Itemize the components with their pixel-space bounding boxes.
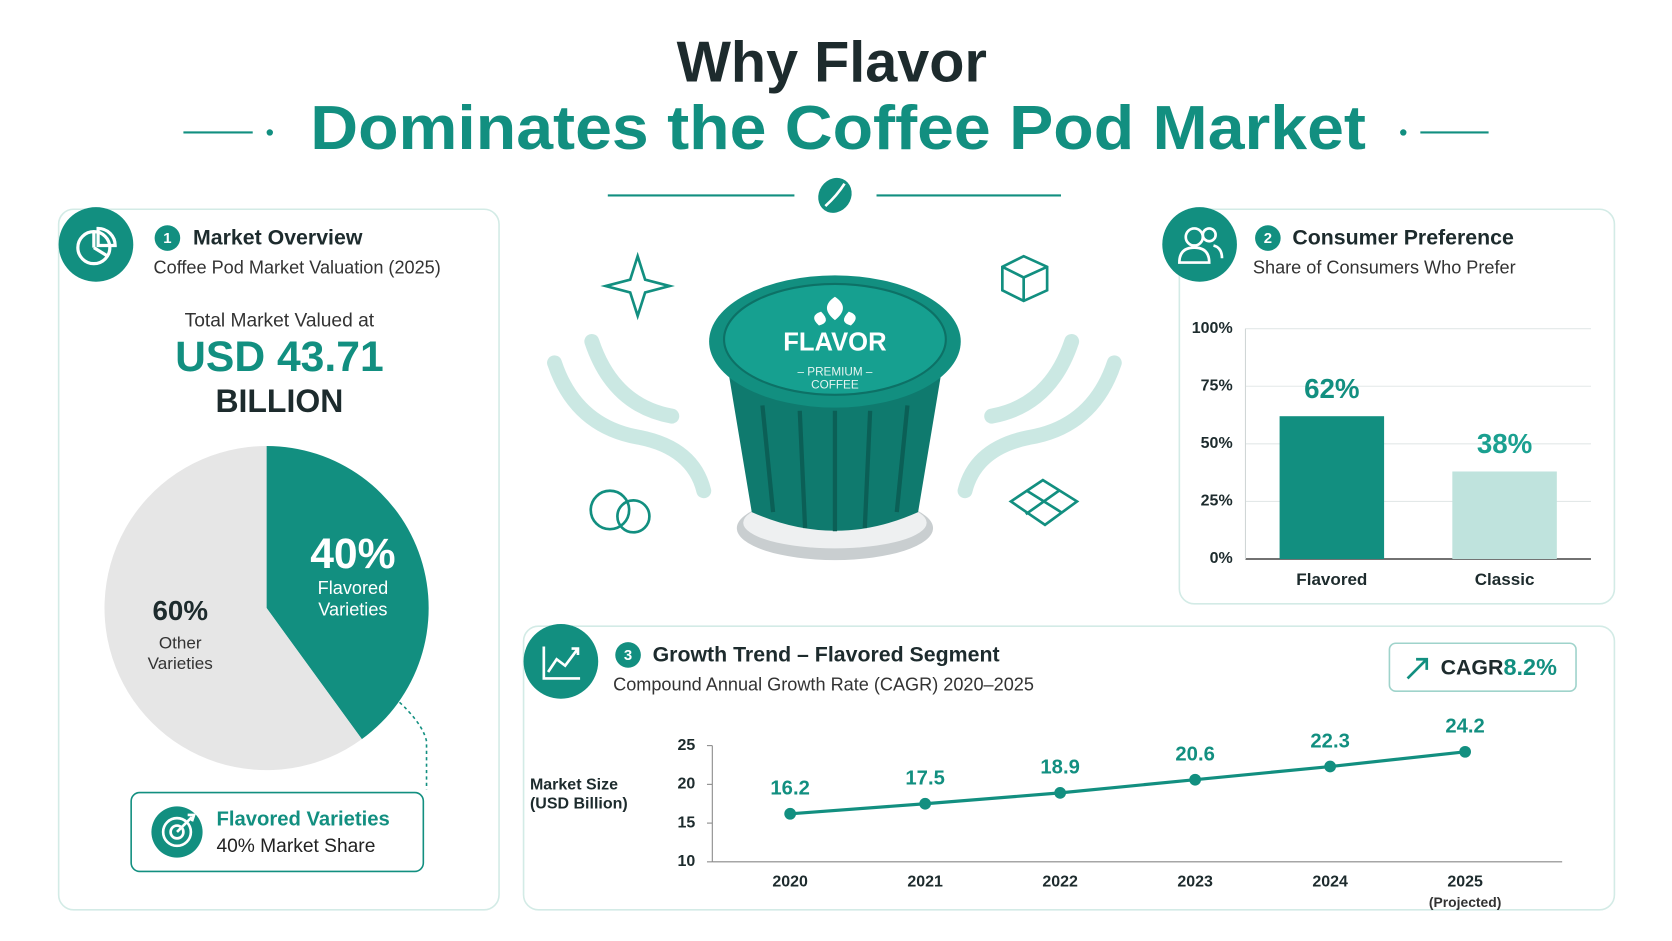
step-badge	[1255, 225, 1281, 251]
bar	[1452, 471, 1557, 560]
target-rings	[161, 813, 196, 848]
y-tick-label: 10	[677, 853, 695, 870]
dot	[266, 129, 273, 136]
total-label: Total Market Valued at	[185, 310, 375, 331]
card-title: Consumer Preference	[1292, 226, 1514, 250]
step-number: 3	[624, 647, 632, 664]
callout-box	[130, 791, 425, 873]
cagr-label: CAGR	[1441, 655, 1504, 679]
y-tick-label: 25	[677, 737, 695, 754]
pie-category-label: Other Varieties	[147, 635, 213, 674]
y-axis-label-box: Market Size (USD Billion)	[529, 775, 628, 813]
point-value-label: 16.2	[770, 778, 809, 800]
y-tick-label: 50%	[1201, 435, 1233, 452]
point	[1324, 760, 1337, 773]
step-number: 1	[163, 230, 171, 247]
card-subtitle: Coffee Pod Market Valuation (2025)	[154, 258, 441, 278]
point-value-label: 22.3	[1310, 730, 1349, 752]
step-badge	[154, 225, 181, 251]
x-tick-label: Classic	[1475, 570, 1535, 589]
dot	[1400, 129, 1407, 136]
pie-slice	[266, 445, 429, 740]
total-unit: BILLION	[215, 383, 343, 419]
card-subtitle: Compound Annual Growth Rate (CAGR) 2020–…	[613, 675, 1034, 695]
pie-value-label: 60%	[153, 595, 208, 626]
x-annotation: (Projected)	[1429, 894, 1501, 910]
y-axis-label: Market Size (USD Billion)	[529, 775, 628, 813]
tagline: COFFEE	[811, 378, 859, 391]
growth-icon	[542, 646, 581, 680]
pie-value-label: 40%	[310, 530, 395, 578]
step-number: 2	[1264, 230, 1272, 247]
pie-slice	[104, 445, 362, 771]
card-subtitle: Share of Consumers Who Prefer	[1253, 258, 1516, 278]
people-icon	[1178, 227, 1224, 264]
icon-badge	[58, 207, 134, 282]
card-title: Growth Trend – Flavored Segment	[653, 643, 1000, 667]
x-tick-label: Flavored	[1296, 570, 1367, 589]
point-value-label: 24.2	[1445, 716, 1484, 738]
y-tick-label: 15	[677, 814, 695, 831]
y-tick-label: 25%	[1201, 493, 1233, 510]
point	[1459, 745, 1471, 758]
bean-line	[824, 182, 846, 208]
bar-value-label: 62%	[1304, 373, 1359, 404]
point-value-label: 18.9	[1040, 757, 1079, 779]
title: Why Flavor	[677, 31, 987, 95]
brand: FLAVOR	[783, 328, 886, 356]
y-tick-label: 0%	[1210, 550, 1233, 567]
card-title: Market Overview	[193, 226, 363, 250]
total-value: USD 43.71	[175, 333, 384, 381]
x-tick-label: 2025	[1447, 873, 1483, 890]
x-tick-label: 2022	[1042, 873, 1078, 890]
point-value-label: 17.5	[905, 768, 944, 790]
y-tick-label: 20	[677, 776, 695, 793]
arrow-icon	[1406, 657, 1429, 680]
header-rules	[183, 131, 1489, 197]
illustration	[547, 251, 1122, 561]
tagline: – PREMIUM –	[797, 365, 872, 378]
point	[1189, 773, 1202, 786]
cagr-badge	[1388, 642, 1577, 693]
pie-category-label-box: Other Varieties	[147, 635, 213, 674]
point	[1054, 787, 1067, 799]
y-tick-label: 100%	[1192, 320, 1233, 337]
x-tick-label: 2021	[907, 873, 943, 890]
x-tick-label: 2024	[1312, 873, 1348, 890]
x-tick-label: 2023	[1177, 873, 1213, 890]
point	[784, 807, 797, 820]
cagr-value: 8.2%	[1504, 654, 1558, 680]
card	[522, 625, 1616, 911]
callout-title: Flavored Varieties	[216, 809, 389, 831]
pie-icon	[76, 226, 117, 266]
x-tick-label: 2020	[772, 873, 808, 890]
line	[790, 750, 1466, 816]
pie-category-label-box: Flavored Varieties	[317, 577, 389, 620]
step-badge	[615, 642, 641, 668]
bar	[1279, 416, 1385, 560]
subtitle: Dominates the Coffee Pod Market	[310, 94, 1366, 163]
bar-value-label: 38%	[1477, 428, 1532, 459]
point	[919, 797, 932, 810]
callout-text: 40% Market Share	[216, 836, 375, 857]
y-tick-label: 75%	[1201, 377, 1233, 394]
pie-category-label: Flavored Varieties	[317, 577, 389, 620]
point-value-label: 20.6	[1175, 744, 1214, 766]
